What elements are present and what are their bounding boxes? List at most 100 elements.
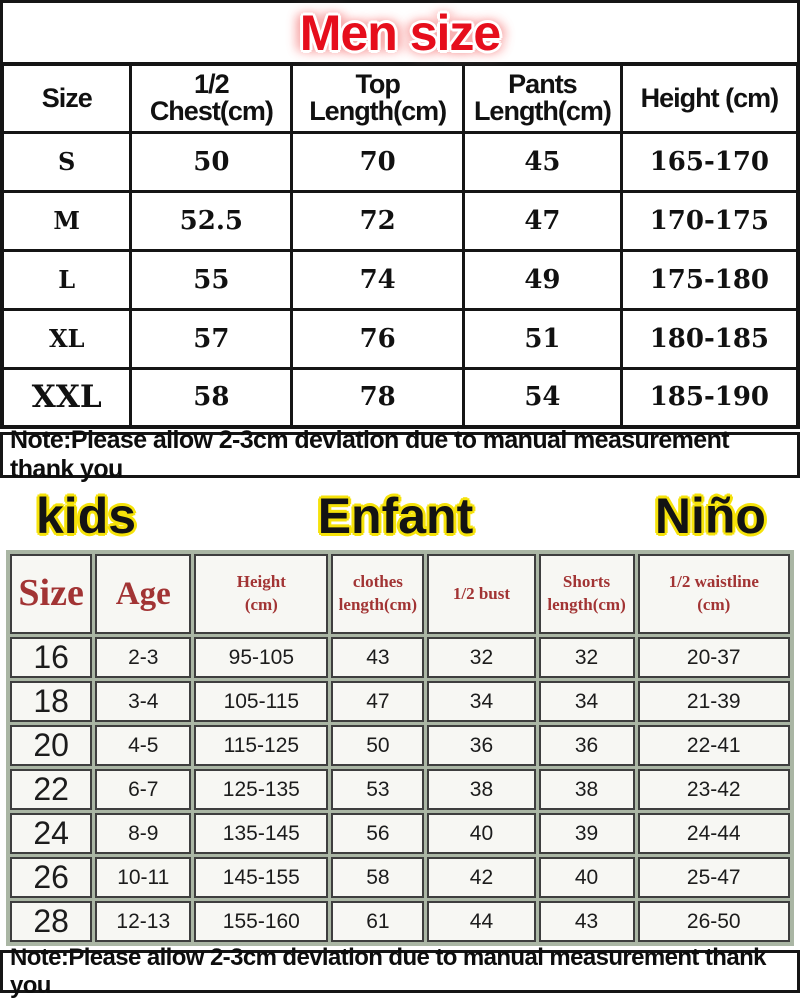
kids-col-shorts-length: Shorts length(cm)	[538, 554, 635, 634]
kids-title-band: kids Enfant Niño	[0, 484, 800, 548]
value-cell: 10-11	[95, 857, 192, 898]
kids-col-size: Size	[10, 554, 93, 634]
value-cell: 32	[427, 637, 536, 678]
value-cell: 95-105	[194, 637, 329, 678]
value-cell: 42	[427, 857, 536, 898]
value-cell: 44	[427, 901, 536, 942]
value-cell: 58	[129, 366, 294, 429]
value-cell: 76	[290, 307, 466, 370]
men-title-band: Men size	[0, 0, 800, 62]
value-cell: 36	[538, 725, 635, 766]
table-row: S 50 70 45 165-170	[0, 130, 800, 193]
value-cell: 115-125	[194, 725, 329, 766]
value-cell: 20-37	[637, 637, 790, 678]
value-cell: 49	[462, 248, 623, 311]
table-row: XXL 58 78 54 185-190	[0, 366, 800, 429]
value-cell: 22-41	[637, 725, 790, 766]
kids-note: Note:Please allow 2-3cm deviation due to…	[0, 944, 800, 999]
table-row: 22 6-7 125-135 53 38 38 23-42	[10, 769, 790, 810]
table-row: XL 57 76 51 180-185	[0, 307, 800, 370]
value-cell: 32	[538, 637, 635, 678]
table-row: 24 8-9 135-145 56 40 39 24-44	[10, 813, 790, 854]
value-cell: 21-39	[637, 681, 790, 722]
kids-col-age: Age	[95, 554, 192, 634]
value-cell: 34	[538, 681, 635, 722]
table-row: 16 2-3 95-105 43 32 32 20-37	[10, 637, 790, 678]
value-cell: 8-9	[95, 813, 192, 854]
value-cell: 105-115	[194, 681, 329, 722]
value-cell: 165-170	[619, 130, 800, 193]
value-cell: 3-4	[95, 681, 192, 722]
table-row: 20 4-5 115-125 50 36 36 22-41	[10, 725, 790, 766]
size-cell: S	[0, 130, 133, 193]
value-cell: 40	[538, 857, 635, 898]
value-cell: 57	[129, 307, 294, 370]
value-cell: 34	[427, 681, 536, 722]
size-cell: M	[0, 189, 133, 252]
value-cell: 47	[462, 189, 623, 252]
size-cell: 28	[10, 901, 93, 942]
kids-header-row: Size Age Height (cm) clothes length(cm) …	[10, 554, 790, 634]
value-cell: 6-7	[95, 769, 192, 810]
size-cell: 26	[10, 857, 93, 898]
men-col-height: Height (cm)	[619, 62, 800, 134]
value-cell: 23-42	[637, 769, 790, 810]
value-cell: 125-135	[194, 769, 329, 810]
value-cell: 54	[462, 366, 623, 429]
table-row: M 52.5 72 47 170-175	[0, 189, 800, 252]
size-cell: XL	[0, 307, 133, 370]
value-cell: 39	[538, 813, 635, 854]
value-cell: 38	[427, 769, 536, 810]
value-cell: 26-50	[637, 901, 790, 942]
value-cell: 70	[290, 130, 466, 193]
value-cell: 78	[290, 366, 466, 429]
value-cell: 135-145	[194, 813, 329, 854]
size-cell: XXL	[0, 366, 133, 429]
value-cell: 61	[331, 901, 425, 942]
table-row: 18 3-4 105-115 47 34 34 21-39	[10, 681, 790, 722]
value-cell: 43	[538, 901, 635, 942]
value-cell: 40	[427, 813, 536, 854]
value-cell: 72	[290, 189, 466, 252]
value-cell: 175-180	[619, 248, 800, 311]
value-cell: 53	[331, 769, 425, 810]
men-size-title: Men size	[299, 4, 501, 61]
kids-table-wrap: Size Age Height (cm) clothes length(cm) …	[6, 550, 794, 946]
men-note: Note:Please allow 2-3cm deviation due to…	[0, 426, 800, 483]
value-cell: 2-3	[95, 637, 192, 678]
table-row: 26 10-11 145-155 58 42 40 25-47	[10, 857, 790, 898]
men-col-pants-length: Pants Length(cm)	[462, 62, 623, 134]
value-cell: 74	[290, 248, 466, 311]
men-size-table: Size 1/2 Chest(cm) Top Length(cm) Pants …	[0, 62, 800, 429]
value-cell: 24-44	[637, 813, 790, 854]
value-cell: 12-13	[95, 901, 192, 942]
kids-title-fr: Enfant	[317, 488, 474, 544]
value-cell: 58	[331, 857, 425, 898]
kids-col-half-bust: 1/2 bust	[427, 554, 536, 634]
value-cell: 50	[129, 130, 294, 193]
size-cell: 22	[10, 769, 93, 810]
value-cell: 185-190	[619, 366, 800, 429]
value-cell: 145-155	[194, 857, 329, 898]
men-col-half-chest: 1/2 Chest(cm)	[129, 62, 294, 134]
kids-col-clothes-length: clothes length(cm)	[331, 554, 425, 634]
kids-col-half-waistline: 1/2 waistline (cm)	[637, 554, 790, 634]
men-col-top-length: Top Length(cm)	[290, 62, 466, 134]
value-cell: 180-185	[619, 307, 800, 370]
table-row: L 55 74 49 175-180	[0, 248, 800, 311]
value-cell: 50	[331, 725, 425, 766]
value-cell: 47	[331, 681, 425, 722]
size-cell: L	[0, 248, 133, 311]
value-cell: 43	[331, 637, 425, 678]
kids-title-en: kids	[36, 488, 137, 544]
men-header-row: Size 1/2 Chest(cm) Top Length(cm) Pants …	[0, 62, 800, 134]
value-cell: 55	[129, 248, 294, 311]
value-cell: 155-160	[194, 901, 329, 942]
size-cell: 16	[10, 637, 93, 678]
value-cell: 170-175	[619, 189, 800, 252]
size-cell: 18	[10, 681, 93, 722]
value-cell: 45	[462, 130, 623, 193]
value-cell: 38	[538, 769, 635, 810]
men-col-size: Size	[0, 62, 133, 134]
